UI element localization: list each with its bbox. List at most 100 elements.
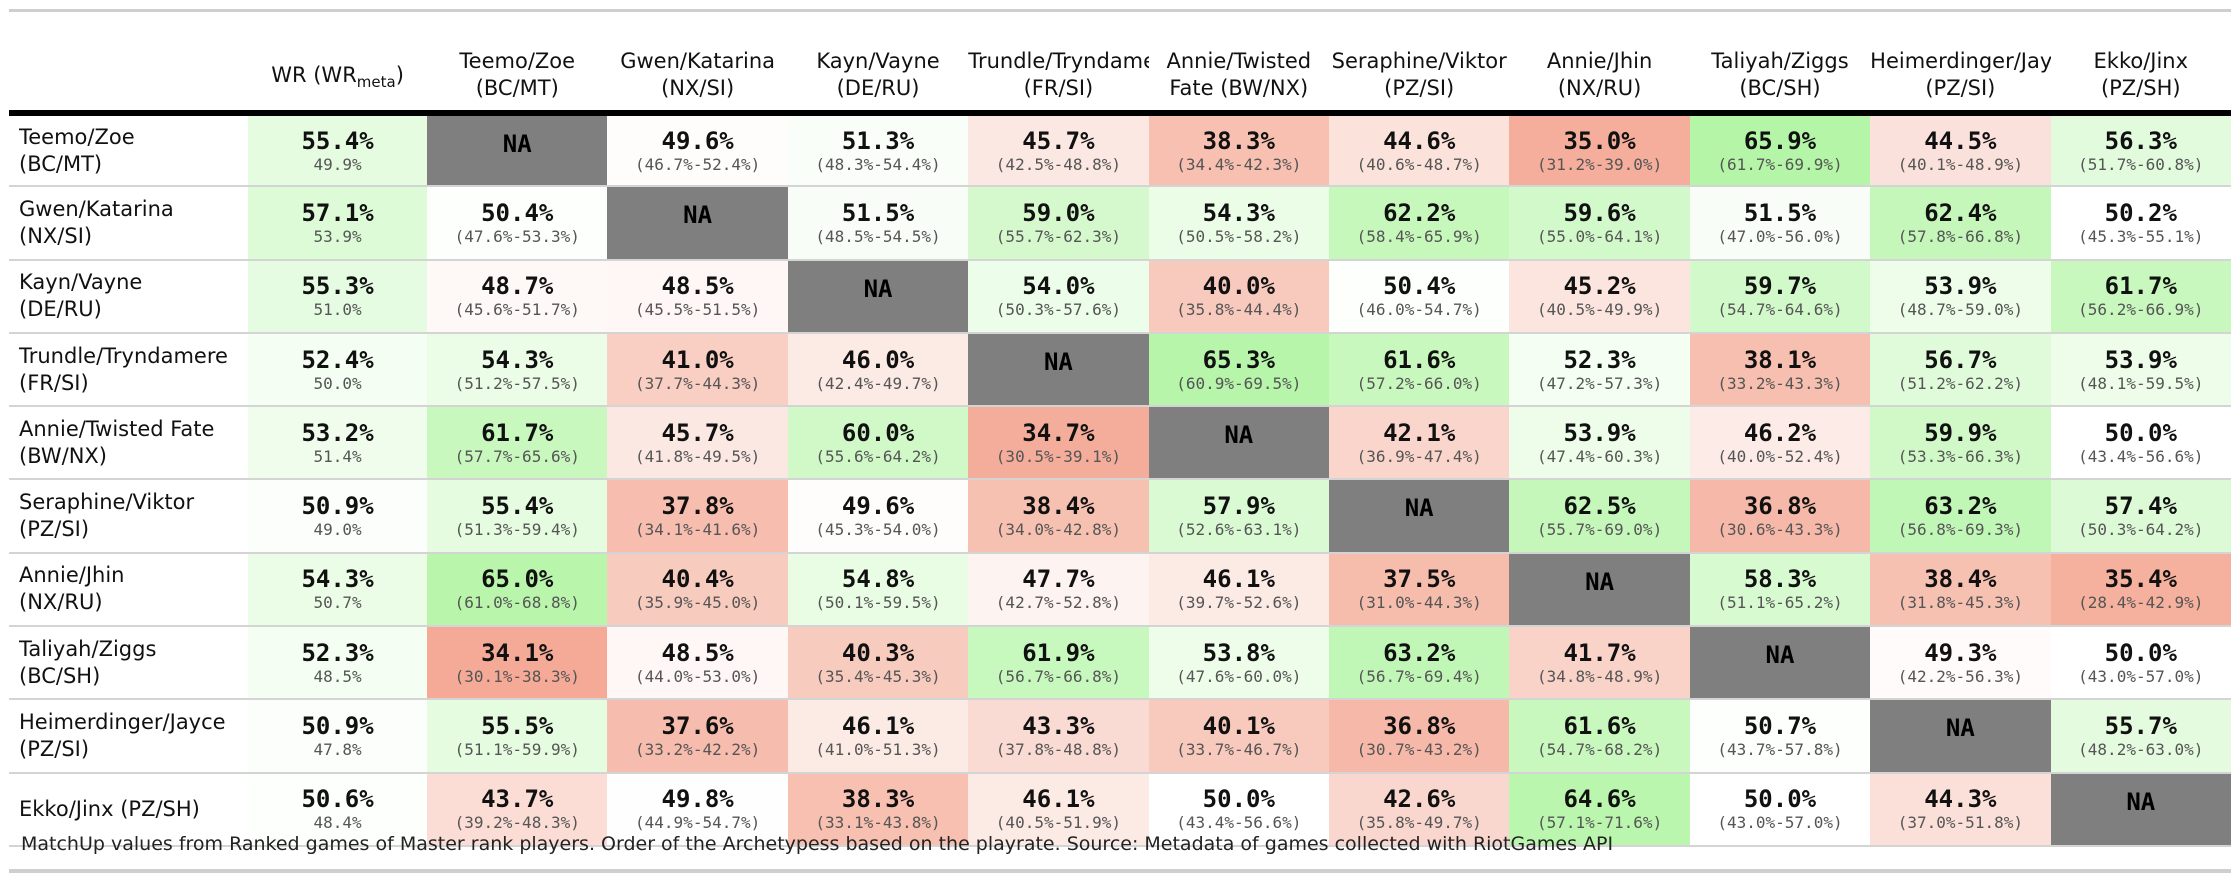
matchup-interval: (51.2%-57.5%) bbox=[454, 373, 580, 393]
column-header: Seraphine/Viktor (PZ/SI) bbox=[1329, 12, 1510, 116]
matchup-winrate: 41.7% bbox=[1563, 638, 1636, 667]
matchup-cell: 50.2% (45.3%-55.1%) bbox=[2050, 186, 2231, 261]
wr-cell: 52.4% 50.0% bbox=[248, 332, 428, 408]
matchup-winrate: 59.7% bbox=[1743, 272, 1817, 301]
wr-meta-value: 49.9% bbox=[313, 154, 362, 174]
column-header-code: (FR/SI) bbox=[1023, 76, 1094, 100]
column-header-name: Annie/Jhin bbox=[1546, 49, 1653, 73]
matchup-interval: (48.2%-63.0%) bbox=[2078, 740, 2204, 760]
matchup-winrate: 40.3% bbox=[841, 638, 915, 667]
wr-cell: 50.9% 47.8% bbox=[248, 699, 428, 774]
matchup-winrate: 57.9% bbox=[1202, 492, 1275, 521]
matchup-interval: (45.3%-54.0%) bbox=[815, 520, 941, 540]
matchup-interval: (42.2%-56.3%) bbox=[1897, 666, 2023, 686]
header-row: WR (WRmeta) Teemo/Zoe (BC/MT) Gwen/Katarin… bbox=[9, 12, 2231, 116]
matchup-interval: (57.7%-65.6%) bbox=[454, 446, 580, 466]
matchup-interval: (35.4%-45.3%) bbox=[815, 666, 941, 686]
matchup-interval: (30.5%-39.1%) bbox=[995, 446, 1122, 466]
row-label: Trundle/Tryndamere (FR/SI) bbox=[9, 332, 249, 408]
matchup-cell: 37.8% (34.1%-41.6%) bbox=[607, 479, 788, 554]
matchup-cell: 51.5% (47.0%-56.0%) bbox=[1689, 186, 1871, 261]
matchup-winrate: 55.4% bbox=[481, 492, 554, 521]
matchup-cell: 42.1% (36.9%-47.4%) bbox=[1329, 406, 1510, 481]
column-header: Trundle/Tryndamere (FR/SI) bbox=[968, 12, 1149, 116]
matchup-winrate: 53.9% bbox=[1563, 418, 1636, 447]
matchup-winrate: 42.1% bbox=[1383, 418, 1456, 447]
matchup-interval: (28.4%-42.9%) bbox=[2078, 593, 2204, 613]
matchup-cell: 61.6% (57.2%-66.0%) bbox=[1329, 332, 1510, 408]
wr-meta-value: 51.4% bbox=[313, 446, 362, 466]
matchup-cell: 37.6% (33.2%-42.2%) bbox=[607, 699, 788, 774]
matchup-cell: 63.2% (56.8%-69.3%) bbox=[1870, 479, 2051, 554]
table-row: Kayn/Vayne (DE/RU) 55.3% 51.0% 48.7% (45.6%-5… bbox=[9, 259, 2231, 334]
row-label: Gwen/Katarina (NX/SI) bbox=[9, 186, 249, 261]
matchup-winrate: 65.9% bbox=[1743, 126, 1817, 155]
matchup-winrate: 49.6% bbox=[661, 126, 734, 155]
matchup-winrate: 51.3% bbox=[841, 126, 915, 155]
row-label: Kayn/Vayne (DE/RU) bbox=[9, 259, 249, 334]
matchup-cell: 41.7% (34.8%-48.9%) bbox=[1509, 626, 1690, 701]
row-label-name: Seraphine/Viktor bbox=[19, 490, 195, 515]
matchup-interval: (56.7%-69.4%) bbox=[1356, 666, 1482, 686]
na-cell: NA bbox=[2050, 772, 2231, 847]
na-cell: NA bbox=[1148, 406, 1329, 481]
matchup-interval: (50.1%-59.5%) bbox=[815, 593, 941, 613]
matchup-winrate: 50.4% bbox=[1383, 272, 1456, 301]
matchup-cell: 46.2% (40.0%-52.4%) bbox=[1689, 406, 1871, 481]
column-header-code: (BC/SH) bbox=[1739, 76, 1821, 100]
matchup-cell: 46.1% (39.7%-52.6%) bbox=[1148, 552, 1329, 628]
column-header: Teemo/Zoe (BC/MT) bbox=[427, 12, 608, 116]
matchup-winrate: 49.8% bbox=[661, 785, 734, 814]
matchup-interval: (30.6%-43.3%) bbox=[1717, 520, 1843, 540]
matchup-cell: 45.7% (42.5%-48.8%) bbox=[968, 113, 1149, 188]
matchup-winrate: 45.2% bbox=[1563, 272, 1636, 301]
row-label-code: (BC/MT) bbox=[19, 151, 103, 176]
row-label: Teemo/Zoe (BC/MT) bbox=[9, 113, 249, 188]
row-label-code: (DE/RU) bbox=[19, 297, 102, 322]
matchup-winrate: 46.2% bbox=[1743, 418, 1817, 447]
matchup-interval: (47.2%-57.3%) bbox=[1536, 373, 1663, 393]
matchup-cell: 42.6% (35.8%-49.7%) bbox=[1329, 772, 1510, 847]
matchup-winrate: 65.0% bbox=[481, 565, 554, 594]
matchup-interval: (34.1%-41.6%) bbox=[635, 520, 761, 540]
wr-meta-value: 49.0% bbox=[313, 520, 362, 540]
matchup-winrate: 50.0% bbox=[2104, 638, 2177, 667]
row-label: Ekko/Jinx (PZ/SH) bbox=[9, 772, 249, 847]
matchup-interval: (34.8%-48.9%) bbox=[1536, 666, 1663, 686]
matchup-cell: 63.2% (56.7%-69.4%) bbox=[1329, 626, 1510, 701]
matchup-interval: (56.2%-66.9%) bbox=[2078, 300, 2204, 320]
matchup-winrate: 45.7% bbox=[661, 418, 734, 447]
matchup-cell: 65.0% (61.0%-68.8%) bbox=[427, 552, 608, 628]
matchup-cell: 50.0% (43.4%-56.6%) bbox=[2050, 406, 2231, 481]
matchup-interval: (34.0%-42.8%) bbox=[995, 520, 1122, 540]
matchup-interval: (51.1%-59.9%) bbox=[454, 740, 580, 760]
matchup-cell: 40.1% (33.7%-46.7%) bbox=[1148, 699, 1329, 774]
matchup-cell: 54.0% (50.3%-57.6%) bbox=[968, 259, 1149, 334]
matchup-interval: (47.6%-60.0%) bbox=[1176, 666, 1302, 686]
matchup-interval: (51.7%-60.8%) bbox=[2078, 154, 2204, 174]
matchup-winrate: 53.8% bbox=[1202, 638, 1275, 667]
matchup-cell: 61.7% (57.7%-65.6%) bbox=[427, 406, 608, 481]
na-cell: NA bbox=[1689, 626, 1871, 701]
wr-column-header: WR (WRmeta) bbox=[248, 12, 428, 116]
matchup-cell: 35.4% (28.4%-42.9%) bbox=[2050, 552, 2231, 628]
matchup-cell: 49.3% (42.2%-56.3%) bbox=[1870, 626, 2051, 701]
matchup-cell: 43.7% (39.2%-48.3%) bbox=[427, 772, 608, 847]
matchup-interval: (34.4%-42.3%) bbox=[1176, 154, 1302, 174]
matchup-cell: 53.9% (47.4%-60.3%) bbox=[1509, 406, 1690, 481]
wr-value: 53.2% bbox=[301, 418, 374, 447]
matchup-cell: 58.3% (51.1%-65.2%) bbox=[1689, 552, 1871, 628]
na-cell: NA bbox=[968, 332, 1149, 408]
matchup-interval: (52.6%-63.1%) bbox=[1176, 520, 1302, 540]
wr-cell: 55.3% 51.0% bbox=[248, 259, 428, 334]
matchup-cell: 47.7% (42.7%-52.8%) bbox=[968, 552, 1149, 628]
row-label-name: Annie/Twisted Fate bbox=[19, 416, 215, 441]
column-header-code: (NX/RU) bbox=[1557, 76, 1642, 100]
column-header-code: (DE/RU) bbox=[836, 76, 920, 100]
matchup-winrate: 37.6% bbox=[661, 712, 734, 741]
matchup-winrate: 44.3% bbox=[1924, 785, 1997, 814]
matchup-winrate: 56.3% bbox=[2104, 126, 2177, 155]
top-rule bbox=[9, 9, 2231, 12]
matchup-winrate: 59.9% bbox=[1924, 418, 1997, 447]
matchup-winrate: 52.3% bbox=[1563, 345, 1636, 374]
